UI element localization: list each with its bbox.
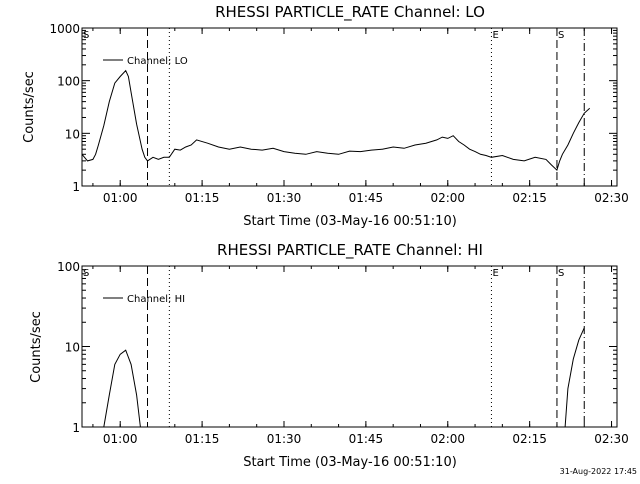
lo-y-tick-label: 1000 [49, 22, 80, 36]
lo-x-tick-label: 02:00 [430, 191, 465, 205]
lo-x-tick-label: 01:00 [103, 191, 138, 205]
lo-y-axis-label: Counts/sec [22, 71, 37, 143]
hi-x-tick-label: 01:15 [185, 432, 220, 446]
lo-y-tick-label: 1 [72, 180, 80, 194]
lo-plot-frame [81, 27, 618, 187]
lo-x-tick-label: 01:45 [349, 191, 384, 205]
hi-chart-title: RHESSI PARTICLE_RATE Channel: HI [217, 241, 483, 260]
hi-y-tick-label: 1 [72, 421, 80, 435]
lo-y-tick-label: 100 [57, 75, 80, 89]
hi-series-line [103, 349, 141, 428]
hi-y-axis-label: Counts/sec [29, 311, 44, 383]
lo-x-tick-label: 01:30 [267, 191, 302, 205]
lo-legend-label: Channel: LO [127, 56, 188, 67]
hi-y-tick-label: 10 [65, 341, 80, 355]
hi-x-axis-label: Start Time (03-May-16 00:51:10) [243, 455, 457, 470]
lo-event-marker-label: S [83, 30, 89, 41]
hi-x-tick-label: 02:30 [594, 432, 629, 446]
lo-x-tick-label: 02:15 [512, 191, 547, 205]
lo-x-axis-label: Start Time (03-May-16 00:51:10) [243, 214, 457, 229]
lo-x-tick-label: 01:15 [185, 191, 220, 205]
hi-plot-frame [81, 265, 618, 428]
hi-x-tick-label: 01:30 [267, 432, 302, 446]
hi-y-tick-label: 100 [57, 260, 80, 274]
lo-event-marker-label: S [558, 30, 564, 41]
hi-event-marker-label: E [492, 268, 498, 279]
lo-y-tick-label: 10 [65, 127, 80, 141]
footer-timestamp: 31-Aug-2022 17:45 [560, 467, 637, 476]
lo-event-marker-label: E [492, 30, 498, 41]
hi-x-tick-label: 01:45 [349, 432, 384, 446]
hi-series-line [564, 327, 585, 428]
lo-series-line [81, 69, 591, 172]
hi-legend-label: Channel: HI [127, 294, 185, 305]
hi-x-tick-label: 02:00 [430, 432, 465, 446]
hi-channel-panel: RHESSI PARTICLE_RATE Channel: HI Start T… [29, 241, 629, 470]
hi-event-marker-label: S [558, 268, 564, 279]
lo-chart-title: RHESSI PARTICLE_RATE Channel: LO [215, 3, 485, 22]
hi-event-marker-label: S [83, 268, 89, 279]
hi-x-tick-label: 02:15 [512, 432, 547, 446]
lo-x-tick-label: 02:30 [594, 191, 629, 205]
hi-x-tick-label: 01:00 [103, 432, 138, 446]
lo-channel-panel: RHESSI PARTICLE_RATE Channel: LO Start T… [22, 3, 629, 229]
